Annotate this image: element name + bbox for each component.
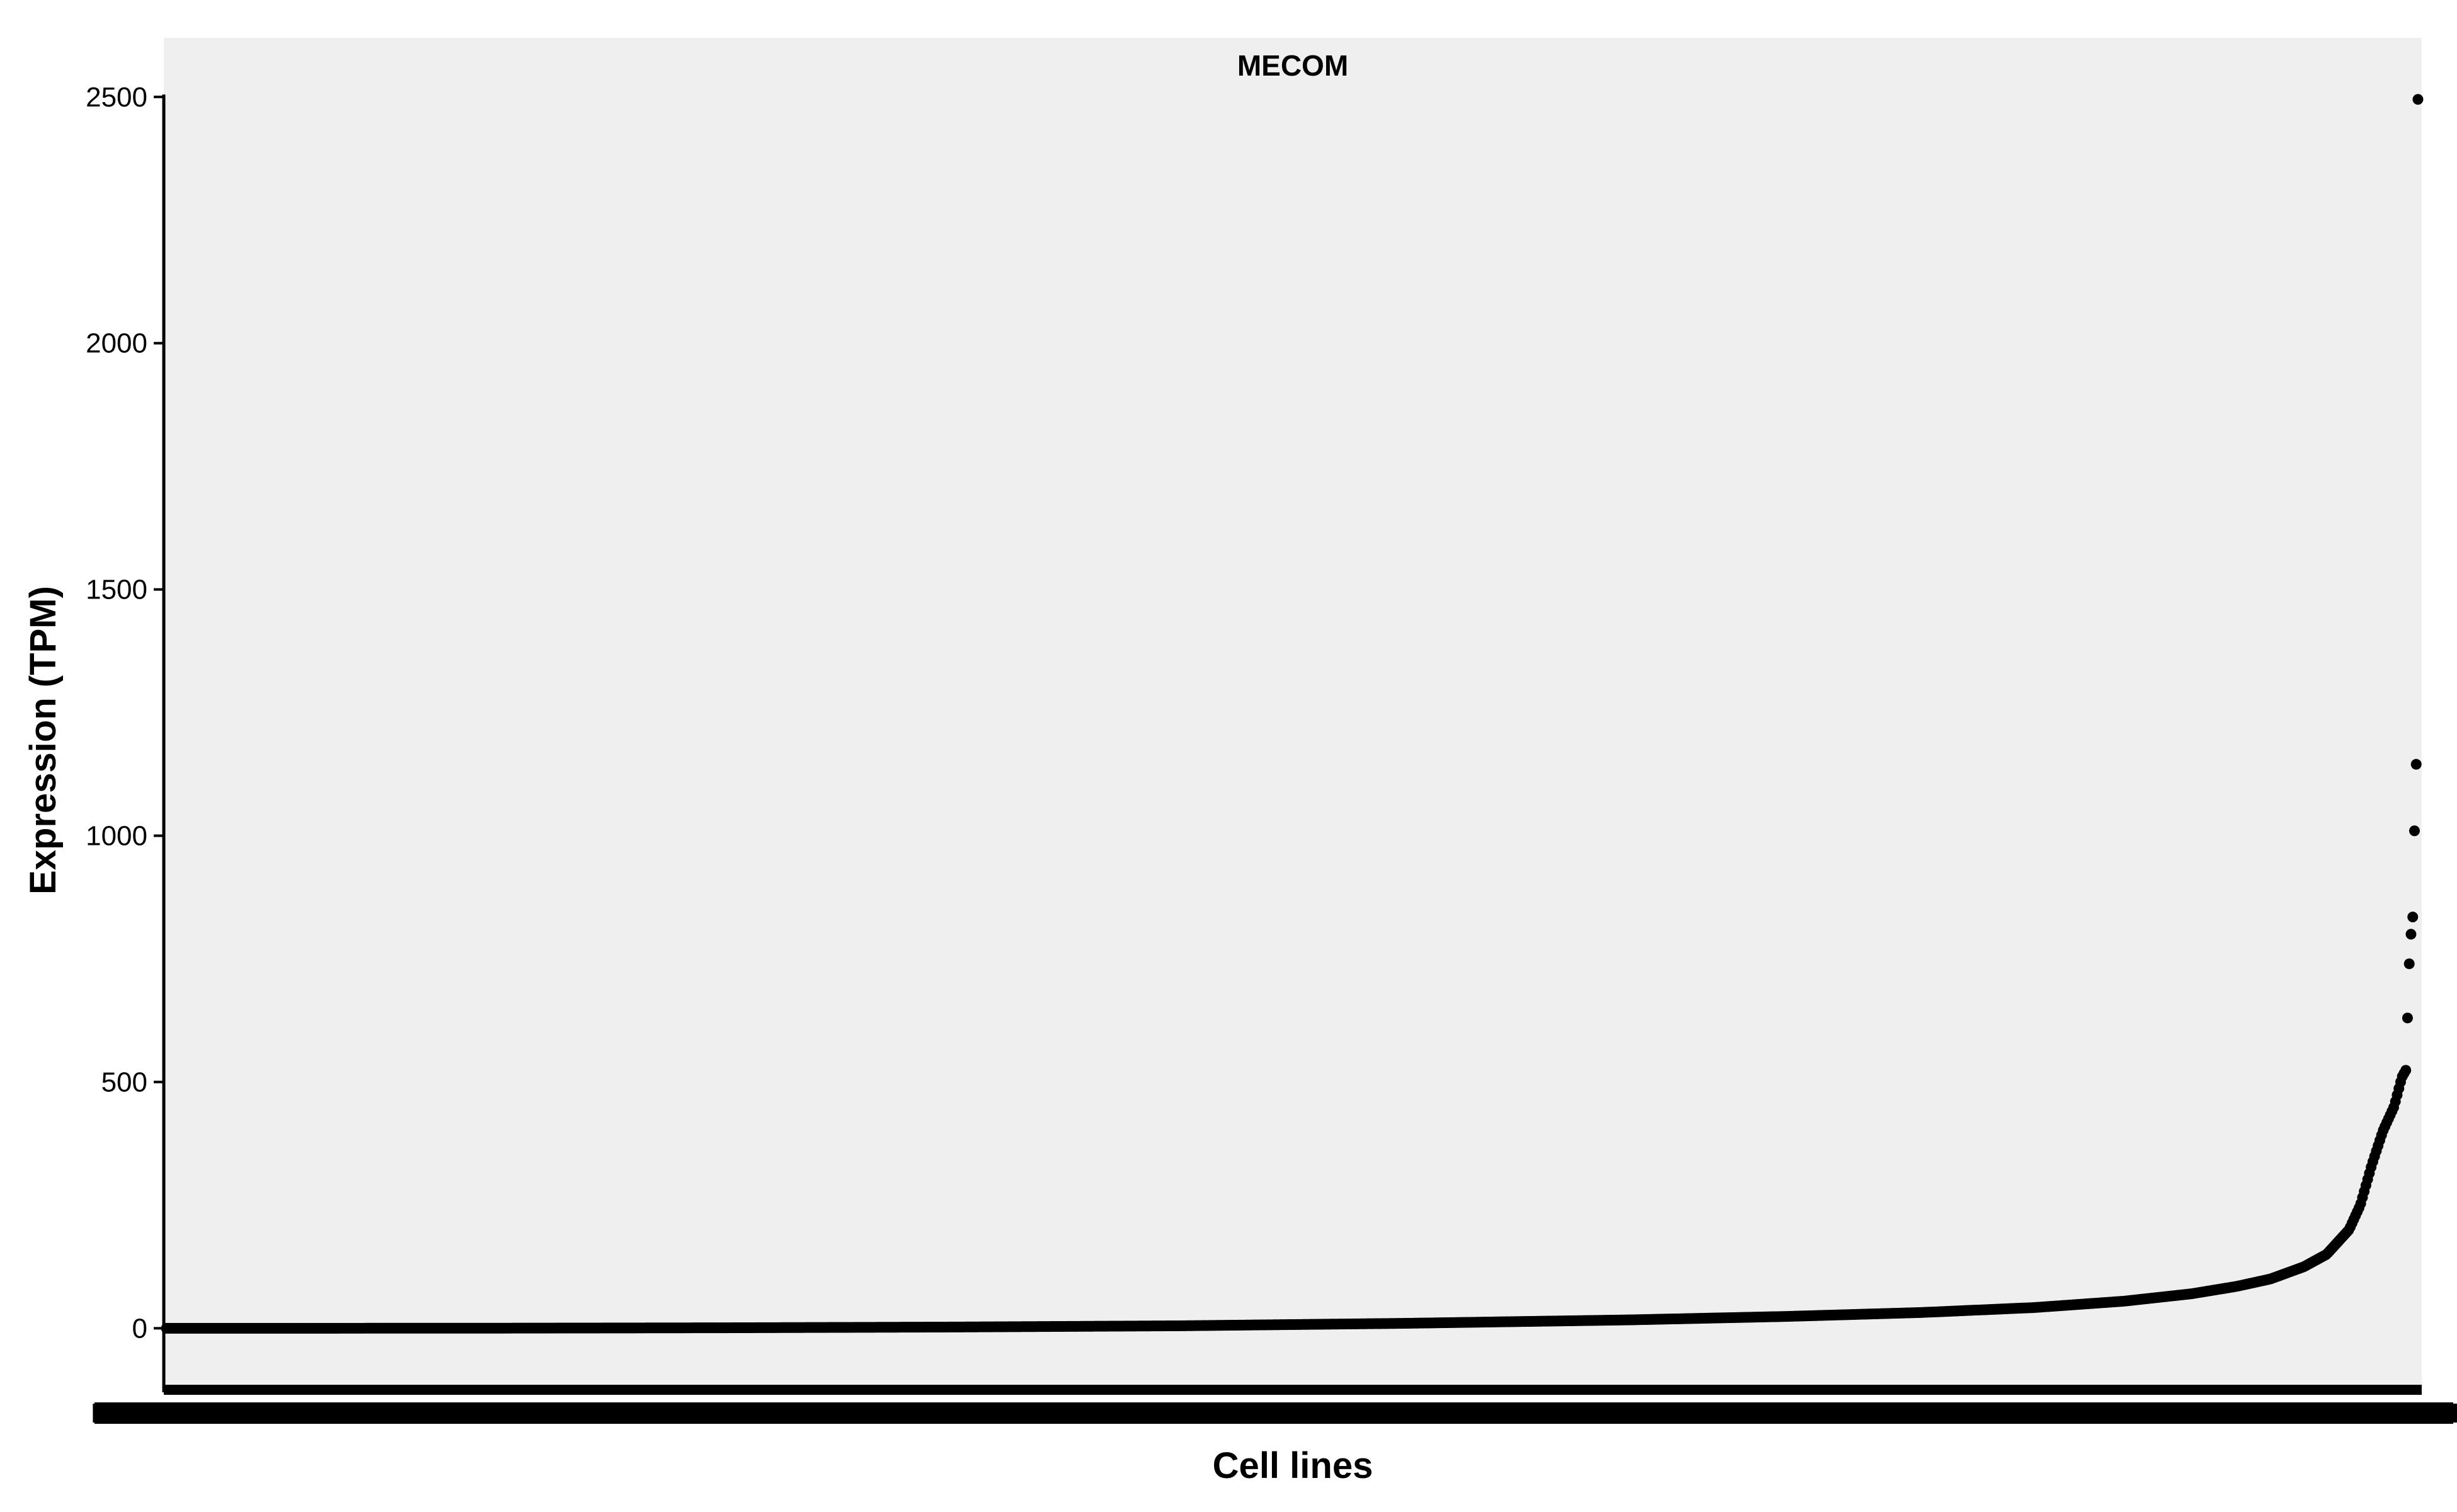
x-tick-label-overlap (94, 1402, 2453, 1424)
data-point (2409, 825, 2420, 837)
facet-label: MECOM (1237, 49, 1348, 82)
y-tick-label: 1000 (86, 821, 147, 852)
data-point (2412, 94, 2424, 105)
data-points (161, 94, 2424, 1334)
y-tick-label: 0 (132, 1313, 147, 1344)
y-axis-ticks: 0 500 1000 1500 2000 2500 (86, 82, 164, 1344)
data-point (2407, 912, 2419, 923)
data-point (2402, 1012, 2413, 1024)
y-tick-label: 1500 (86, 575, 147, 605)
y-tick-label: 2500 (86, 82, 147, 113)
panel-background (164, 38, 2422, 1392)
y-axis-title: Expression (TPM) (23, 586, 64, 895)
data-point (2400, 1065, 2412, 1076)
x-axis-band (164, 1385, 2422, 1395)
x-axis-title: Cell lines (1213, 1445, 1373, 1486)
y-tick-label: 500 (101, 1067, 147, 1097)
x-axis-tick-labels: MEMMEMMEMMEMMEMMEMMEMMEMMEMMEMMEMMEMMEMM… (88, 1398, 2457, 1429)
data-point (2405, 929, 2417, 940)
data-point (2410, 759, 2422, 770)
y-tick-label: 2000 (86, 328, 147, 359)
data-point (2403, 958, 2415, 970)
